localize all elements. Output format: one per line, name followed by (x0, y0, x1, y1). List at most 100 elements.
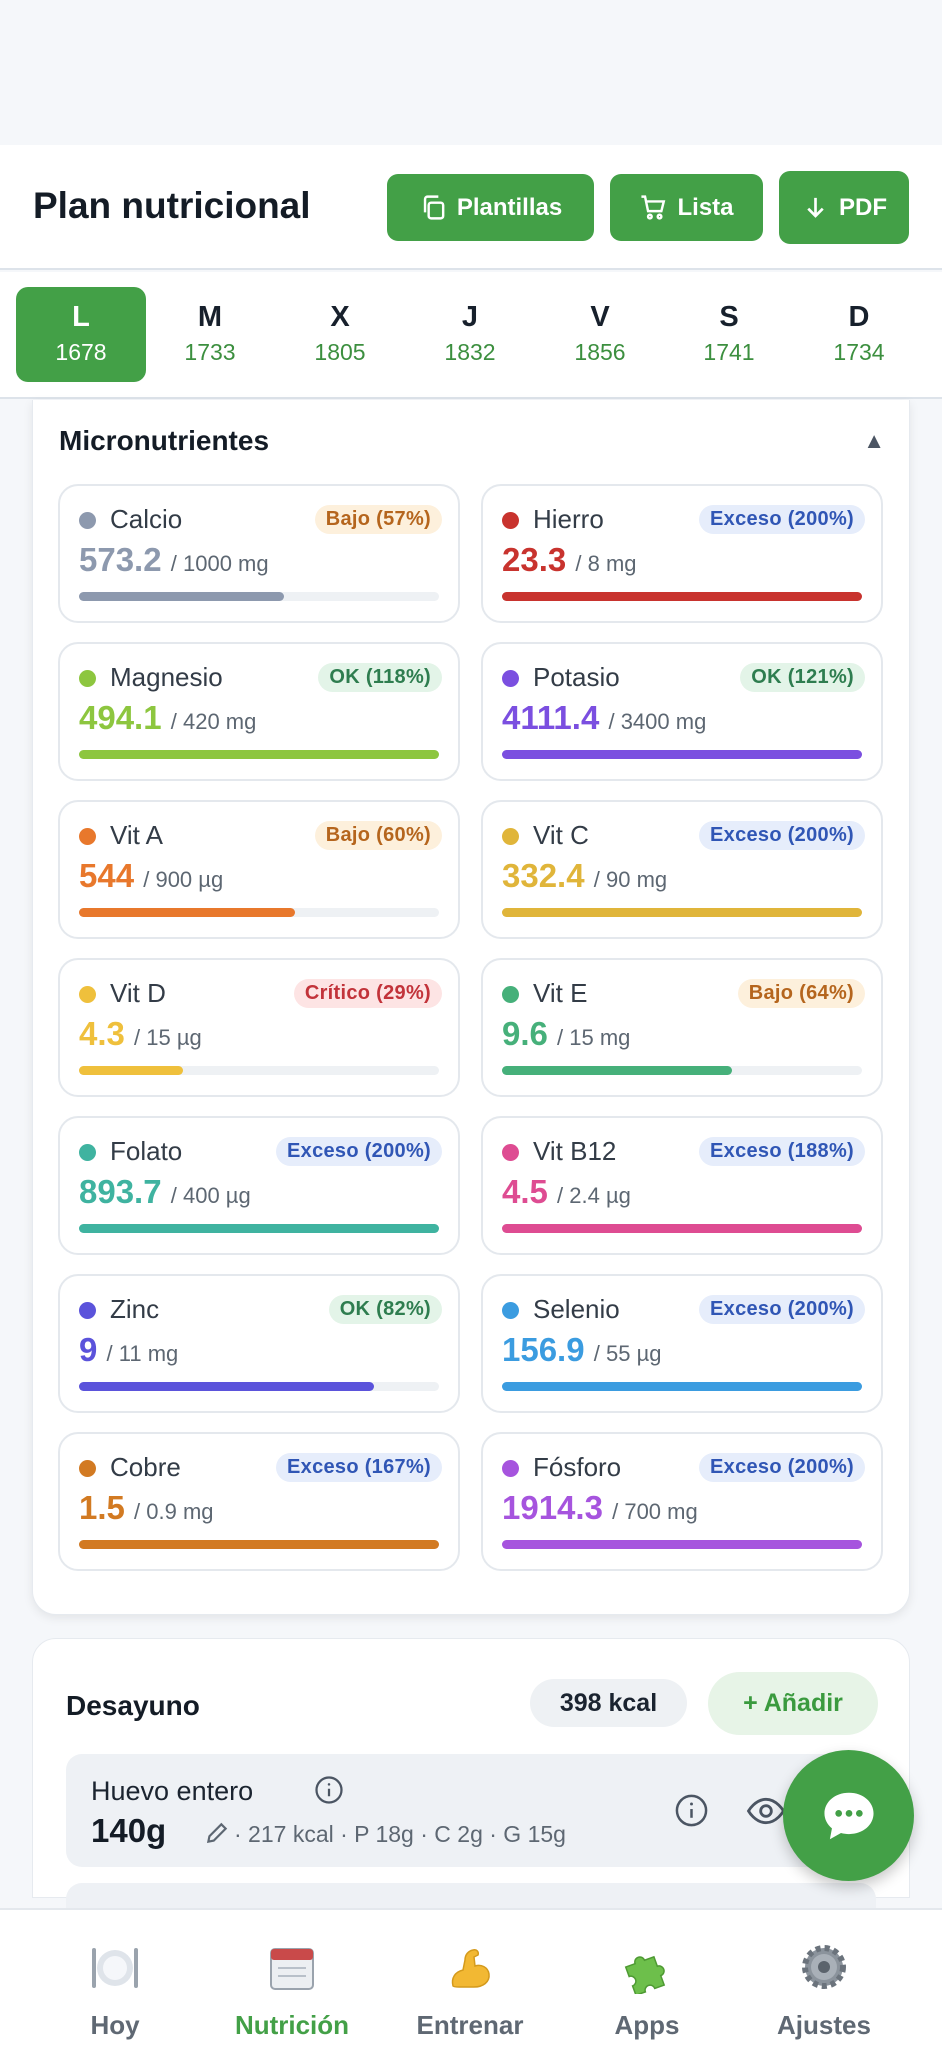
day-tab-saturday[interactable]: S 1741 (664, 287, 794, 382)
chat-button[interactable] (783, 1750, 914, 1881)
nutrient-name: Vit D (110, 978, 166, 1008)
status-badge: Exceso (200%) (699, 821, 865, 850)
info-icon[interactable] (674, 1793, 709, 1828)
templates-button[interactable]: Plantillas (387, 174, 594, 241)
day-tab-wednesday[interactable]: X 1805 (275, 287, 405, 382)
food-quantity[interactable]: 140g (91, 1812, 167, 1849)
nav-item-ajustes[interactable]: Ajustes (730, 1910, 918, 2048)
nutrient-value: 156.9 (502, 1331, 585, 1368)
progress-fill (79, 1224, 439, 1233)
day-kcal: 1734 (833, 339, 885, 365)
day-tab-thursday[interactable]: J 1832 (405, 287, 535, 382)
nutrient-value-row: 544 / 900 µg (79, 857, 223, 895)
micronutrients-title: Micronutrientes (59, 425, 270, 456)
day-kcal: 1741 (703, 339, 755, 365)
nav-item-hoy[interactable]: Hoy (21, 1910, 209, 2048)
micronutrient-card: Vit A Bajo (60%) 544 / 900 µg (58, 800, 460, 939)
nutrient-value-row: 4.5 / 2.4 µg (502, 1173, 631, 1211)
nutrient-value-row: 23.3 / 8 mg (502, 541, 637, 579)
micronutrient-card: Magnesio OK (118%) 494.1 / 420 mg (58, 642, 460, 781)
progress-fill (502, 750, 862, 759)
progress-track (79, 1224, 439, 1233)
nutrient-value: 893.7 (79, 1173, 162, 1210)
day-tab-monday[interactable]: L 1678 (16, 287, 146, 382)
status-badge: Bajo (57%) (314, 505, 442, 534)
status-badge: Exceso (200%) (276, 1137, 442, 1166)
eye-icon[interactable] (746, 1791, 786, 1831)
nutrient-name: Selenio (533, 1294, 620, 1324)
status-badge: Exceso (200%) (699, 1453, 865, 1482)
cart-icon (641, 195, 666, 220)
micronutrient-card: Hierro Exceso (200%) 23.3 / 8 mg (481, 484, 883, 623)
food-macros: · 217 kcal · P 18g · C 2g · G 15g (234, 1821, 566, 1847)
gear-icon (802, 1945, 846, 1989)
progress-fill (79, 1382, 375, 1391)
nutrient-value: 1914.3 (502, 1489, 603, 1526)
progress-track (79, 1382, 439, 1391)
day-letter: L (72, 301, 90, 333)
progress-fill (79, 908, 295, 917)
micronutrient-card: Vit D Crítico (29%) 4.3 / 15 µg (58, 958, 460, 1097)
nav-label: Apps (614, 2010, 680, 2040)
micronutrient-card: Folato Exceso (200%) 893.7 / 400 µg (58, 1116, 460, 1255)
pencil-icon[interactable] (204, 1820, 230, 1846)
status-badge: OK (82%) (328, 1295, 442, 1324)
nutrient-value-row: 156.9 / 55 µg (502, 1331, 661, 1369)
micronutrient-card: Vit E Bajo (64%) 9.6 / 15 mg (481, 958, 883, 1097)
meal-title: Desayuno (66, 1690, 200, 1721)
info-icon[interactable] (314, 1775, 344, 1805)
nav-label: Ajustes (777, 2010, 871, 2040)
status-badge: Exceso (188%) (699, 1137, 865, 1166)
nav-label: Hoy (90, 2010, 140, 2040)
food-item[interactable]: Huevo entero 140g · 217 kcal · P 18g · C… (66, 1754, 876, 1867)
nutrient-color-dot (79, 512, 96, 529)
nutrient-target: / 15 mg (557, 1025, 631, 1050)
day-tab-tuesday[interactable]: M 1733 (145, 287, 275, 382)
day-kcal: 1805 (314, 339, 366, 365)
meal-card-breakfast: Desayuno 398 kcal + Añadir Huevo entero … (32, 1638, 910, 1913)
nutrient-color-dot (502, 1302, 519, 1319)
pdf-button[interactable]: PDF (779, 171, 909, 244)
top-bar: Plan nutricional Plantillas Lista PDF (0, 145, 942, 270)
progress-fill (502, 592, 862, 601)
nutrient-value: 4.3 (79, 1015, 125, 1052)
nutrient-value: 573.2 (79, 541, 162, 578)
nav-label: Nutrición (234, 2010, 350, 2040)
nutrient-name: Cobre (110, 1452, 181, 1482)
day-kcal: 1832 (444, 339, 496, 365)
nutrient-target: / 11 mg (106, 1341, 179, 1366)
meal-kcal-badge: 398 kcal (530, 1679, 687, 1727)
collapse-toggle-icon[interactable]: ▲ (863, 428, 885, 453)
nutrient-target: / 3400 mg (608, 709, 707, 734)
nutrient-value: 4.5 (502, 1173, 548, 1210)
day-tab-sunday[interactable]: D 1734 (794, 287, 924, 382)
add-food-button[interactable]: + Añadir (708, 1672, 878, 1735)
nutrient-target: / 55 µg (593, 1341, 662, 1366)
status-badge: Bajo (64%) (737, 979, 865, 1008)
nutrient-name: Magnesio (110, 662, 223, 692)
nutrient-value: 1.5 (79, 1489, 125, 1526)
nutrient-color-dot (79, 670, 96, 687)
nav-item-nutricion[interactable]: Nutrición (198, 1910, 386, 2048)
progress-track (502, 1540, 862, 1549)
micronutrients-card: Micronutrientes ▲ Calcio Bajo (57%) 573.2 … (32, 400, 910, 1615)
nav-item-entrenar[interactable]: Entrenar (376, 1910, 564, 2048)
nav-item-apps[interactable]: Apps (553, 1910, 741, 2048)
nutrient-target: / 1000 mg (170, 551, 269, 576)
nutrient-color-dot (79, 1302, 96, 1319)
flexed-arm-icon (451, 1949, 490, 1988)
nutrient-color-dot (502, 828, 519, 845)
nutrient-target: / 400 µg (170, 1183, 251, 1208)
progress-track (502, 1382, 862, 1391)
nutrient-target: / 420 mg (170, 709, 257, 734)
page-title: Plan nutricional (33, 185, 311, 226)
progress-track (502, 1066, 862, 1075)
shopping-list-button[interactable]: Lista (610, 174, 763, 241)
nutrient-value-row: 332.4 / 90 mg (502, 857, 667, 895)
nutrient-name: Calcio (110, 504, 183, 534)
nutrient-color-dot (79, 1144, 96, 1161)
nutrient-color-dot (79, 1460, 96, 1477)
day-tab-friday[interactable]: V 1856 (535, 287, 665, 382)
day-letter: V (590, 301, 610, 333)
status-badge: Exceso (200%) (699, 1295, 865, 1324)
